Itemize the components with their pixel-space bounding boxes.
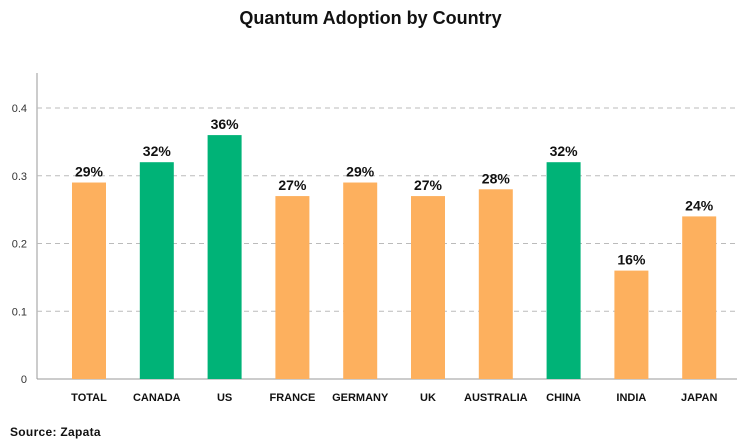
bar-us (207, 135, 242, 379)
x-tick-label-total: TOTAL (71, 392, 107, 404)
data-label-germany: 29% (346, 164, 375, 180)
bar-japan (682, 216, 717, 379)
bars (72, 135, 717, 379)
chart-title: Quantum Adoption by Country (239, 8, 502, 28)
y-tick-label: 0.4 (12, 103, 27, 115)
data-label-total: 29% (75, 164, 104, 180)
x-tick-label-uk: UK (420, 392, 436, 404)
y-tick-label: 0.1 (12, 306, 27, 318)
source-note: Source: Zapata (10, 425, 101, 439)
bar-germany (343, 182, 378, 379)
y-tick-label: 0 (21, 374, 27, 386)
x-tick-label-china: CHINA (546, 392, 581, 404)
labels: 0 0.1 0.2 0.3 0.4 29% TOTAL 32% CANADA 36% US 27% FR… (12, 103, 718, 404)
data-label-us: 36% (211, 116, 240, 132)
data-label-uk: 27% (414, 177, 443, 193)
data-label-india: 16% (617, 252, 646, 268)
bar-canada (139, 162, 174, 379)
x-tick-label-japan: JAPAN (681, 392, 718, 404)
y-tick-label: 0.3 (12, 171, 27, 183)
data-label-japan: 24% (685, 197, 714, 213)
x-tick-label-france: FRANCE (269, 392, 315, 404)
x-tick-label-canada: CANADA (133, 392, 181, 404)
bar-india (614, 270, 649, 379)
data-label-france: 27% (278, 177, 307, 193)
bar-china (546, 162, 581, 379)
bar-australia (478, 189, 513, 379)
bar-uk (411, 196, 445, 379)
y-tick-label: 0.2 (12, 239, 27, 251)
data-label-china: 32% (550, 143, 579, 159)
bar-total (72, 182, 106, 379)
bar-france (275, 196, 310, 379)
x-tick-label-germany: GERMANY (332, 392, 389, 404)
x-tick-label-australia: AUSTRALIA (464, 392, 528, 404)
x-tick-label-us: US (217, 392, 232, 404)
x-tick-label-india: INDIA (616, 392, 646, 404)
data-label-canada: 32% (143, 143, 172, 159)
data-label-australia: 28% (482, 170, 511, 186)
